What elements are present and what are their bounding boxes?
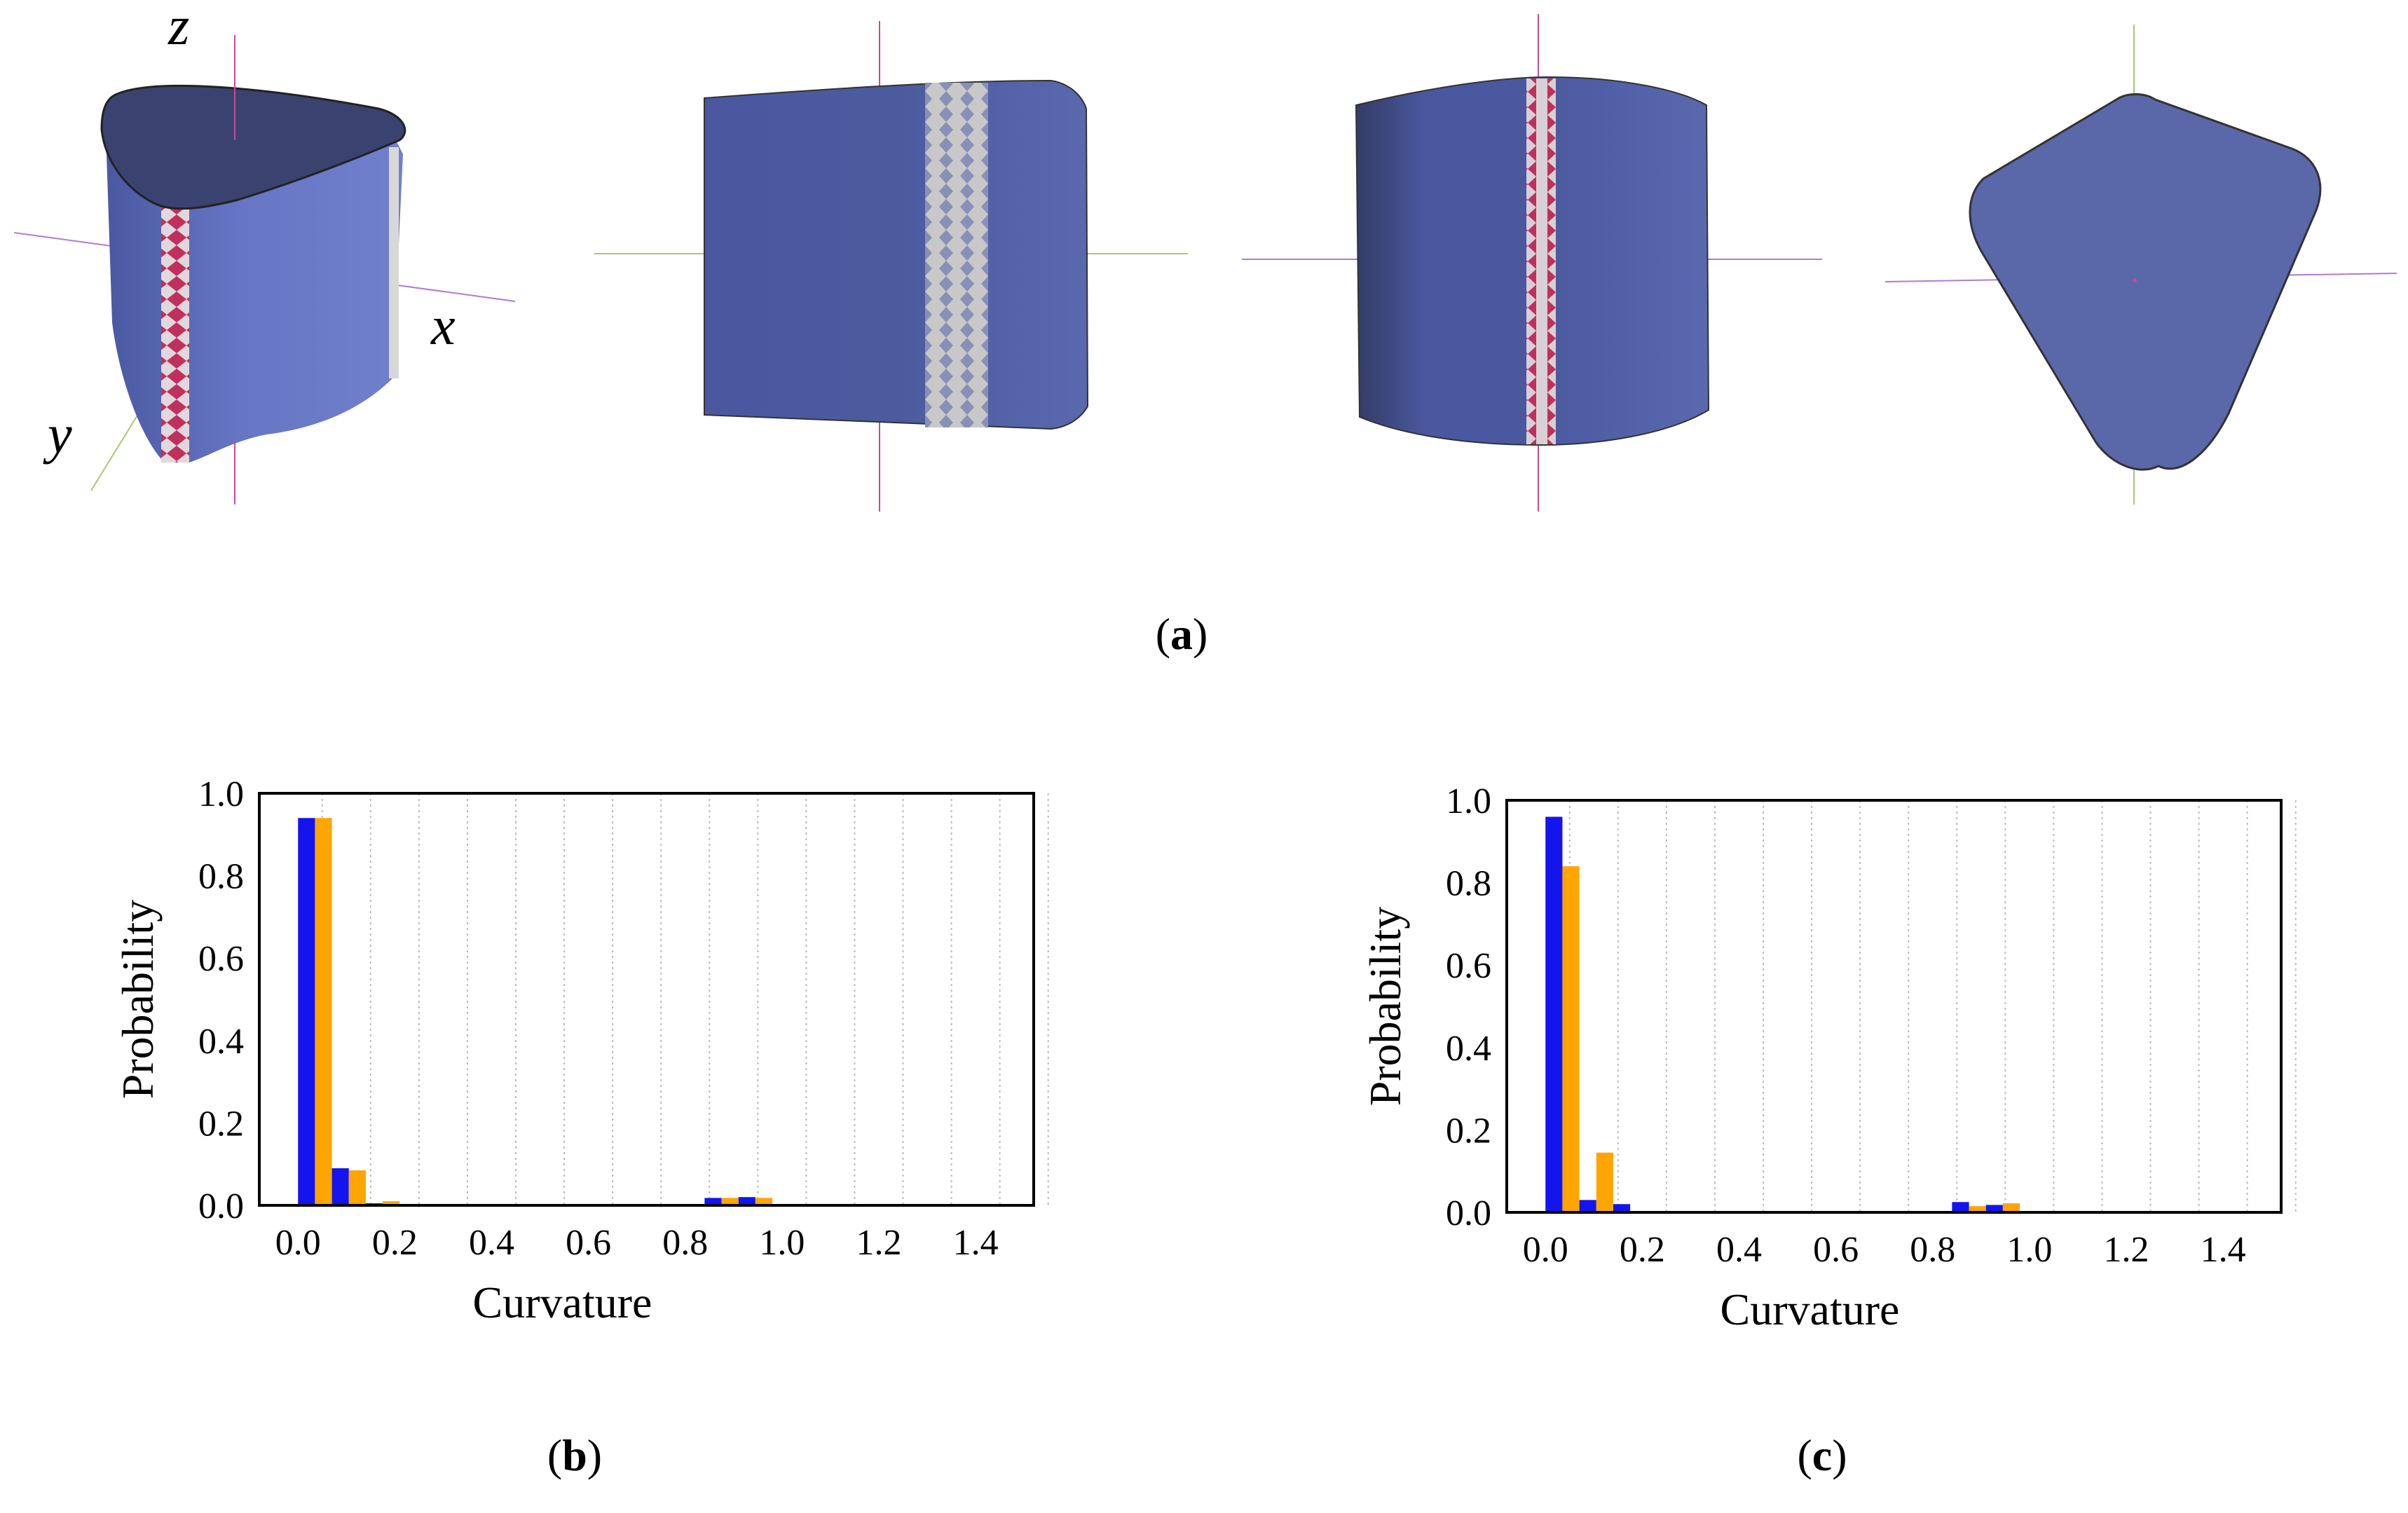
y-tick-label: 0.4 <box>198 1022 244 1062</box>
blue-bar <box>1579 1200 1596 1212</box>
orange-bar <box>315 818 332 1205</box>
y-axis-title: Probability <box>1360 907 1410 1106</box>
blue-bar <box>738 1197 755 1205</box>
x-tick-label: 0.8 <box>662 1223 708 1263</box>
orange-bar <box>1596 1152 1613 1212</box>
y-tick-label: 0.6 <box>198 939 244 979</box>
x-tick-label: 0.6 <box>566 1223 611 1263</box>
center-marker <box>2133 278 2137 282</box>
x-tick-label: 0.2 <box>372 1223 418 1263</box>
x-tick-label: 0.4 <box>469 1223 514 1263</box>
x-tick-label: 0.0 <box>1523 1230 1568 1270</box>
x-tick-label: 1.2 <box>856 1223 902 1263</box>
side-view-red-stripe <box>1242 14 1822 512</box>
x-tick-label: 1.4 <box>2201 1230 2246 1270</box>
blue-bar <box>704 1198 722 1205</box>
y-tick-label: 0.8 <box>1446 864 1491 904</box>
red-stripe <box>161 193 189 463</box>
y-tick-label: 1.0 <box>198 774 244 814</box>
x-axis-label: x <box>431 295 456 356</box>
x-tick-label: 0.4 <box>1716 1230 1762 1270</box>
y-tick-label: 0.2 <box>1446 1111 1491 1151</box>
y-tick-label: 0.2 <box>198 1104 244 1144</box>
x-tick-label: 0.0 <box>275 1223 321 1263</box>
red-stripe <box>1526 78 1556 444</box>
top-face <box>1969 93 2322 471</box>
prism-top <box>100 84 406 210</box>
blue-bar <box>298 818 315 1205</box>
x-tick-label: 1.0 <box>2006 1230 2052 1270</box>
x-tick-label: 0.8 <box>1910 1230 1955 1270</box>
x-tick-label: 1.4 <box>953 1223 999 1263</box>
y-tick-label: 0.6 <box>1446 946 1491 986</box>
front-view-gray-stripe <box>594 21 1188 512</box>
orange-bar <box>2002 1203 2020 1212</box>
plot-frame <box>1505 799 2283 1214</box>
blue-bar <box>1545 816 1563 1212</box>
caption-a: (a) <box>1155 609 1208 659</box>
z-axis-label: z <box>168 0 190 56</box>
x-tick-label: 0.6 <box>1813 1230 1859 1270</box>
gray-stripe <box>389 147 399 378</box>
gray-stripe <box>925 83 988 427</box>
histogram-b: 0.0 0.2 0.4 0.6 0.8 1.0 0.0 0.2 0.4 0.6 0.8 1.0 1.2 1… <box>113 774 1049 1327</box>
x-axis-title: Curvature <box>473 1278 652 1327</box>
plot-frame <box>258 792 1035 1207</box>
x-axis-title: Curvature <box>1721 1285 1900 1334</box>
y-tick-label: 0.4 <box>1446 1029 1491 1069</box>
histogram-c: 0.0 0.2 0.4 0.6 0.8 1.0 0.0 0.2 0.4 0.6 0.8 1.0 1.2 1… <box>1360 781 2297 1334</box>
x-tick-label: 1.2 <box>2104 1230 2149 1270</box>
orange-bar <box>348 1170 366 1205</box>
x-tick-label: 1.0 <box>759 1223 805 1263</box>
blue-bar <box>1952 1202 1969 1212</box>
orange-bar <box>1969 1206 1986 1212</box>
orange-bar <box>755 1198 773 1205</box>
caption-b: (b) <box>547 1430 603 1480</box>
orange-bar <box>383 1201 400 1205</box>
isometric-view <box>13 35 516 505</box>
blue-bar <box>331 1168 349 1205</box>
y-axis-title: Probability <box>113 900 163 1099</box>
orange-bar <box>721 1198 739 1205</box>
prism-body <box>704 79 1089 430</box>
x-tick-label: 0.2 <box>1620 1230 1665 1270</box>
y-tick-label: 0.8 <box>198 857 244 897</box>
orange-bar <box>1562 866 1580 1212</box>
top-view <box>1884 25 2397 505</box>
panel-a: z x y <box>0 0 2408 673</box>
blue-bar <box>1985 1205 2003 1212</box>
blue-bar <box>1613 1204 1631 1212</box>
caption-c: (c) <box>1797 1430 1847 1480</box>
y-axis-label: y <box>48 404 72 465</box>
y-tick-label: 0.0 <box>1446 1193 1491 1233</box>
y-tick-label: 0.0 <box>198 1186 244 1226</box>
y-tick-label: 1.0 <box>1446 781 1491 821</box>
